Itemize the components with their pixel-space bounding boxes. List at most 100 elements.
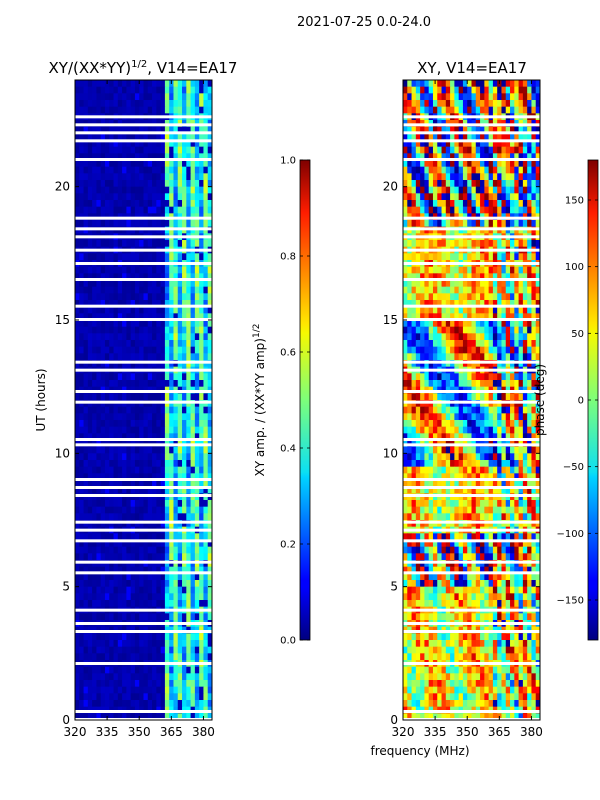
heatmap-cell: [510, 286, 515, 294]
heatmap-cell: [126, 426, 132, 434]
heatmap-cell: [522, 146, 528, 154]
heatmap-cell: [134, 580, 140, 588]
heatmap-cell: [424, 380, 430, 388]
heatmap-cell: [122, 480, 127, 488]
heatmap-cell: [182, 646, 187, 654]
heatmap-cell: [462, 180, 468, 188]
heatmap-cell: [79, 540, 84, 548]
heatmap-cell: [501, 433, 507, 441]
heatmap-cell: [143, 513, 149, 521]
heatmap-cell: [75, 326, 80, 334]
heatmap-cell: [415, 293, 421, 301]
x-tick-label: 365: [160, 725, 183, 739]
heatmap-cell: [147, 340, 153, 348]
heatmap-cell: [415, 100, 421, 108]
heatmap-cell: [177, 266, 183, 274]
heatmap-cell: [535, 333, 541, 341]
heatmap-cell: [152, 186, 157, 194]
heatmap-cell: [177, 680, 183, 688]
heatmap-cell: [83, 640, 89, 648]
heatmap-cell: [160, 306, 166, 314]
heatmap-cell: [403, 133, 408, 141]
heatmap-cell: [480, 140, 485, 148]
heatmap-cell: [415, 413, 421, 421]
heatmap-cell: [173, 280, 179, 288]
heatmap-cell: [194, 313, 200, 321]
heatmap-cell: [117, 646, 123, 654]
heatmap-cell: [147, 406, 153, 414]
heatmap-cell: [199, 446, 204, 454]
heatmap-cell: [177, 206, 183, 214]
flagged-row: [75, 158, 212, 161]
heatmap-cell: [505, 320, 511, 328]
heatmap-cell: [432, 240, 438, 248]
heatmap-cell: [514, 340, 519, 348]
heatmap-cell: [190, 373, 196, 381]
heatmap-cell: [147, 220, 153, 228]
heatmap-cell: [164, 473, 170, 481]
heatmap-cell: [113, 646, 119, 654]
heatmap-cell: [160, 300, 166, 308]
heatmap-cell: [190, 453, 196, 461]
heatmap-cell: [79, 193, 84, 201]
heatmap-cell: [139, 253, 144, 261]
heatmap-cell: [177, 126, 183, 134]
heatmap-cell: [147, 540, 153, 548]
heatmap-cell: [471, 153, 477, 161]
heatmap-cell: [130, 280, 136, 288]
heatmap-cell: [182, 446, 187, 454]
heatmap-cell: [182, 406, 187, 414]
heatmap-cell: [484, 153, 490, 161]
heatmap-cell: [75, 413, 80, 421]
heatmap-cell: [139, 446, 144, 454]
heatmap-cell: [471, 300, 477, 308]
heatmap-cell: [100, 346, 106, 354]
flagged-row: [75, 227, 212, 231]
heatmap-cell: [87, 653, 93, 661]
heatmap-cell: [75, 486, 80, 494]
heatmap-cell: [190, 393, 196, 401]
heatmap-cell: [462, 333, 468, 341]
heatmap-cell: [104, 566, 110, 574]
heatmap-cell: [109, 573, 114, 581]
heatmap-cell: [130, 640, 136, 648]
heatmap-cell: [122, 280, 127, 288]
heatmap-cell: [407, 353, 412, 361]
heatmap-cell: [87, 646, 93, 654]
heatmap-cell: [186, 586, 191, 594]
heatmap-cell: [190, 413, 196, 421]
heatmap-cell: [467, 406, 472, 414]
heatmap-cell: [505, 380, 511, 388]
heatmap-cell: [415, 320, 421, 328]
heatmap-cell: [531, 166, 537, 174]
heatmap-cell: [514, 326, 519, 334]
heatmap-cell: [522, 393, 528, 401]
heatmap-cell: [152, 680, 157, 688]
heatmap-cell: [501, 80, 507, 88]
heatmap-cell: [87, 473, 93, 481]
heatmap-cell: [535, 326, 541, 334]
heatmap-cell: [92, 380, 97, 388]
heatmap-cell: [104, 413, 110, 421]
heatmap-cell: [143, 600, 149, 608]
heatmap-cell: [488, 106, 494, 114]
heatmap-cell: [96, 206, 102, 214]
heatmap-cell: [190, 133, 196, 141]
heatmap-cell: [169, 580, 174, 588]
heatmap-cell: [117, 593, 123, 601]
heatmap-cell: [514, 240, 519, 248]
heatmap-cell: [420, 313, 425, 321]
heatmap-cell: [139, 306, 144, 314]
heatmap-cell: [117, 700, 123, 708]
heatmap-cell: [126, 446, 132, 454]
heatmap-cell: [92, 453, 97, 461]
heatmap-cell: [432, 346, 438, 354]
heatmap-cell: [126, 93, 132, 101]
heatmap-cell: [156, 160, 162, 168]
heatmap-cell: [475, 446, 481, 454]
heatmap-cell: [134, 80, 140, 88]
heatmap-cell: [207, 506, 213, 514]
heatmap-cell: [454, 446, 460, 454]
heatmap-cell: [177, 306, 183, 314]
heatmap-cell: [130, 646, 136, 654]
